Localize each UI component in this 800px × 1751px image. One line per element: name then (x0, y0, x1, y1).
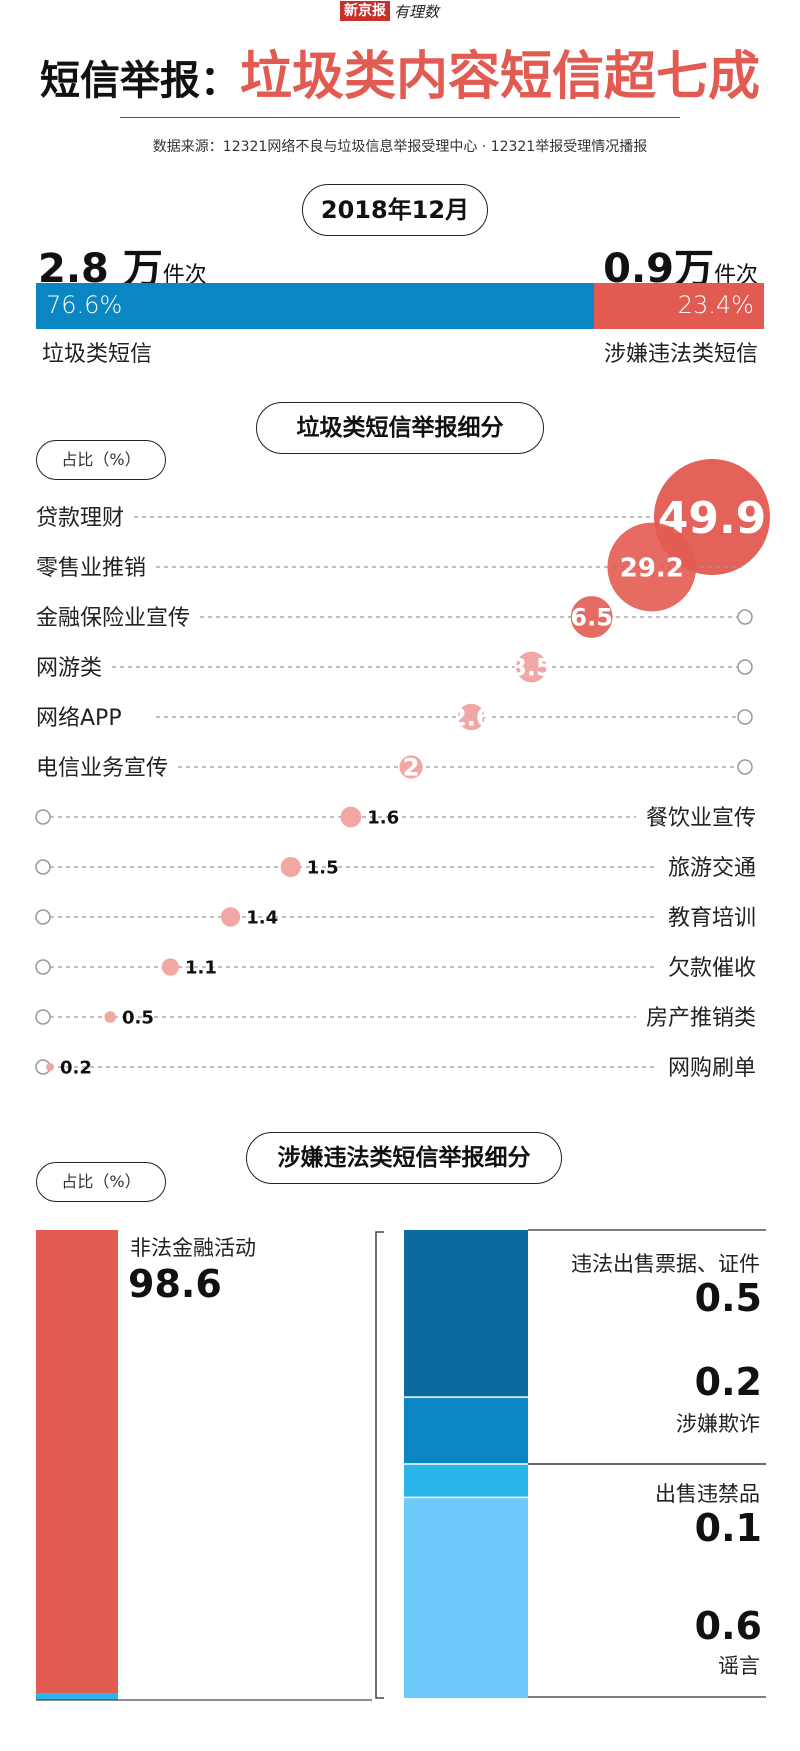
bar-illegal-finance (36, 1230, 118, 1694)
bubble-value: 29.2 (620, 553, 684, 583)
row-end-marker (737, 709, 753, 725)
row-end-marker (35, 809, 51, 825)
bubble-value: 1.6 (367, 807, 399, 828)
brand-logo: 新京报 有理数 (340, 0, 439, 22)
spam-label: 垃圾类短信 (42, 342, 153, 367)
zoom-bracket (375, 1231, 384, 1699)
bubble-value: 2.6 (450, 704, 493, 732)
value-contraband: 0.1 (694, 1506, 762, 1550)
bubble-value: 3.5 (510, 654, 553, 682)
bar-fraud (404, 1397, 528, 1464)
row-end-marker (35, 1009, 51, 1025)
section1-title-pill: 垃圾类短信举报细分 (256, 402, 544, 454)
date-pill: 2018年12月 (302, 184, 488, 236)
bubble-value: 0.2 (60, 1057, 92, 1078)
date-text: 2018年12月 (320, 196, 470, 224)
illegal-breakdown-chart (36, 1229, 766, 1701)
row-end-marker (35, 859, 51, 875)
data-source: 数据来源：12321网络不良与垃圾信息举报受理中心 · 12321举报受理情况播… (152, 139, 648, 155)
value-rumor: 0.6 (694, 1604, 762, 1648)
spam-segment: 76.6% (36, 283, 594, 329)
bar-tickets (404, 1230, 528, 1398)
category-label: 贷款理财 (36, 506, 124, 531)
value-illegal-finance: 98.6 (128, 1262, 222, 1306)
bubble (161, 958, 179, 976)
illegal-label: 涉嫌违法类短信 (603, 342, 758, 367)
value-tickets: 0.5 (694, 1276, 762, 1320)
illegal-segment: 23.4% (593, 283, 764, 329)
row-end-marker (737, 759, 753, 775)
bubble-value: 1.1 (185, 957, 217, 978)
category-label: 网购刷单 (668, 1056, 756, 1080)
category-label: 教育培训 (668, 906, 756, 931)
section1-unit: 占比（%） (61, 450, 141, 469)
logo-text: 新京报 (340, 1, 390, 21)
bubble-value: 1.5 (307, 857, 339, 878)
row-end-marker (737, 609, 753, 625)
category-label: 电信业务宣传 (36, 756, 168, 781)
title-part1: 短信举报： (39, 58, 240, 104)
section2-unit: 占比（%） (61, 1172, 141, 1191)
bar-contraband (404, 1464, 528, 1498)
bubble (399, 755, 423, 779)
logo-script: 有理数 (394, 2, 440, 21)
bubble (570, 596, 613, 638)
bubble (46, 1063, 54, 1071)
row-end-marker (35, 959, 51, 975)
category-label: 欠款催收 (668, 956, 756, 981)
spam-pct-label: 76.6% (46, 291, 123, 319)
summary-bar: 76.6% 23.4% (36, 283, 764, 329)
section2-title: 涉嫌违法类短信举报细分 (277, 1145, 531, 1171)
category-label: 网络APP (36, 706, 122, 731)
legend-fraud: 涉嫌欺诈 (676, 1412, 760, 1436)
section1-unit-pill: 占比（%） (36, 440, 166, 480)
bubble (104, 1011, 116, 1023)
page-title: 短信举报：垃圾类内容短信超七成 (0, 34, 800, 109)
bubble (516, 651, 547, 683)
bar-rumor (404, 1497, 528, 1698)
bar-remainder-slice (36, 1693, 118, 1700)
legend-tickets: 违法出售票据、证件 (571, 1252, 760, 1276)
bubble-value: 1.4 (246, 907, 278, 928)
bubble-value: 6.5 (570, 604, 613, 632)
title-part2: 垃圾类内容短信超七成 (239, 47, 760, 107)
category-label: 金融保险业宣传 (36, 606, 190, 631)
legend-rumor: 谣言 (718, 1654, 760, 1678)
bubble (280, 856, 301, 878)
title-divider (120, 117, 680, 118)
bubble (220, 907, 241, 927)
row-end-marker (35, 909, 51, 925)
section2-title-pill: 涉嫌违法类短信举报细分 (246, 1132, 562, 1184)
category-label: 网游类 (36, 656, 102, 681)
section2-unit-pill: 占比（%） (36, 1162, 166, 1202)
category-label: 房产推销类 (646, 1006, 756, 1031)
bubble (340, 806, 362, 828)
legend-contraband: 出售违禁品 (655, 1482, 760, 1506)
row-end-marker (737, 659, 753, 675)
legend-illegal-finance: 非法金融活动 (130, 1236, 256, 1260)
category-label: 旅游交通 (668, 856, 756, 881)
illegal-pct-label: 23.4% (677, 291, 754, 319)
bubble-value: 2 (403, 754, 420, 782)
bubble (607, 522, 697, 612)
category-label: 餐饮业宣传 (646, 806, 756, 831)
section1-title: 垃圾类短信举报细分 (296, 415, 504, 441)
bubble-value: 0.5 (122, 1007, 154, 1028)
bubble (458, 703, 485, 731)
value-fraud: 0.2 (694, 1360, 762, 1404)
category-label: 零售业推销 (36, 556, 146, 581)
